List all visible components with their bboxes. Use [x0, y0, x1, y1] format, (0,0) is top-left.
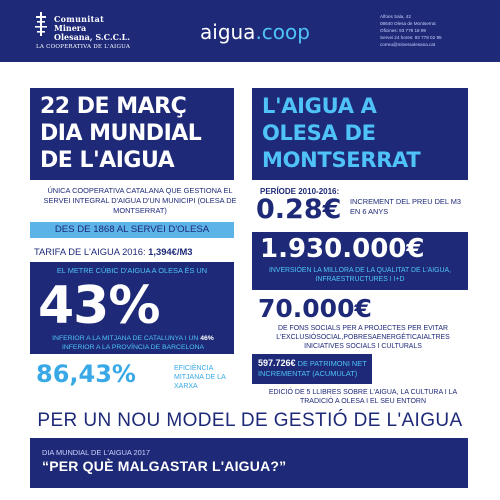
- logo-name-line3: Olesana, S.C.C.L.: [54, 32, 131, 42]
- address-line: Alfons Sala, 42: [380, 14, 411, 19]
- books-edition-label: EDICIÓ DE 5 LLIBRES SOBRE L'AIGUA, LA CU…: [268, 389, 458, 405]
- pct-sub-part1: INFERIOR A LA MITJANA DE CATALUNYA I UN: [52, 335, 201, 342]
- bottom-label: DIA MUNDIAL DE L'AIGUA 2017: [42, 448, 150, 457]
- address-line: 08640 Olesa de Montserrat: [380, 21, 436, 26]
- contact-email: correu@mineraolesana.cat: [380, 42, 436, 47]
- patrimony-box: 597.726€ DE PATRIMONI NET INCREMENTAT (A…: [252, 354, 372, 384]
- pct-caption: EL METRE CÚBIC D'AIGUA A OLESA ÉS UN: [56, 266, 208, 275]
- logo-tagline: LA COOPERATIVA DE L'AIGUA: [36, 44, 131, 50]
- pct-sub-part2: INFERIOR A LA PROVÍNCIA DE BARCELONA: [61, 344, 205, 351]
- title-line2: DIA MUNDIAL: [40, 121, 202, 146]
- brand-wordmark: aigua.coop: [200, 20, 310, 44]
- investment-box: 1.930.000€ INVERSIÓEN LA MILLORA DE LA Q…: [252, 232, 468, 290]
- title-line1: 22 DE MARÇ: [40, 94, 187, 119]
- social-funds-label: DE FONS SOCIALS PER A PROJECTES PER EVIT…: [276, 325, 450, 350]
- efficiency-value: 86,43%: [36, 360, 136, 388]
- contact-address: Alfons Sala, 42 08640 Olesa de Montserra…: [380, 13, 490, 48]
- cooperative-description: ÚNICA COOPERATIVA CATALANA QUE GESTIONA …: [43, 186, 237, 215]
- social-funds-value: 70.000€: [258, 294, 372, 323]
- efficiency-label: EFICIÈNCIA MITJANA DE LA XARXA: [174, 365, 226, 390]
- pct-value: 43%: [38, 276, 160, 336]
- logo-name-line2: Minera: [54, 23, 87, 33]
- phone-offices: Oficines: 93 778 18 99: [380, 28, 426, 33]
- pct-sub-bold: 46%: [200, 335, 214, 342]
- bottom-quote: “PER QUÈ MALGASTAR L'AIGUA?”: [42, 458, 287, 474]
- right-title-line2: OLESA DE: [262, 121, 376, 145]
- logo-name-line1: Comunitat: [54, 14, 105, 24]
- tariff-label: TARIFA DE L'AIGUA 2016:: [34, 246, 149, 257]
- price-increase-value: 0.28€: [256, 194, 342, 225]
- since-1868-bar: DES DE 1868 AL SERVEI D'OLESA: [30, 222, 234, 238]
- brand-main: aigua: [200, 20, 256, 44]
- patrimony-text: 597.726€ DE PATRIMONI NET INCREMENTAT (A…: [258, 358, 370, 379]
- water-tariff: TARIFA DE L'AIGUA 2016: 1,394€/M3: [34, 246, 192, 257]
- tariff-value: 1,394€/M3: [148, 246, 193, 257]
- investment-label: INVERSIÓEN LA MILLORA DE LA QUALITAT DE …: [268, 267, 452, 283]
- header-bar: Comunitat Minera Olesana, S.C.C.L. LA CO…: [0, 0, 500, 62]
- world-water-day-title-box: 22 DE MARÇ DIA MUNDIAL DE L'AIGUA: [30, 88, 234, 180]
- right-title-line1: L'AIGUA A: [262, 94, 377, 118]
- price-comparison-box: EL METRE CÚBIC D'AIGUA A OLESA ÉS UN 43%…: [30, 262, 234, 354]
- right-title-line3: MONTSERRAT: [262, 148, 421, 172]
- brand-suffix: .coop: [255, 20, 310, 44]
- phone-service: Servei 24 hores: 93 778 02 95: [380, 35, 442, 40]
- water-olesa-title-box: L'AIGUA A OLESA DE MONTSERRAT: [252, 88, 468, 180]
- investment-value: 1.930.000€: [260, 234, 425, 264]
- cooperative-logo: Comunitat Minera Olesana, S.C.C.L. LA CO…: [32, 10, 152, 54]
- price-increase-label: INCREMENT DEL PREU DEL M3 EN 6 ANYS: [350, 197, 462, 216]
- bottom-banner: DIA MUNDIAL DE L'AIGUA 2017 “PER QUÈ MAL…: [30, 438, 468, 488]
- pct-subtext: INFERIOR A LA MITJANA DE CATALUNYA I UN …: [38, 334, 228, 352]
- model-heading: PER UN NOU MODEL DE GESTIÓ DE L'AIGUA: [37, 410, 463, 431]
- crest-icon: [35, 12, 47, 36]
- title-line3: DE L'AIGUA: [40, 148, 175, 173]
- patrimony-label: DE PATRIMONI NET INCREMENTAT (ACUMULAT): [258, 359, 367, 378]
- patrimony-value: 597.726€: [258, 358, 296, 368]
- period-label: PERÍODE 2010-2016:: [260, 187, 340, 196]
